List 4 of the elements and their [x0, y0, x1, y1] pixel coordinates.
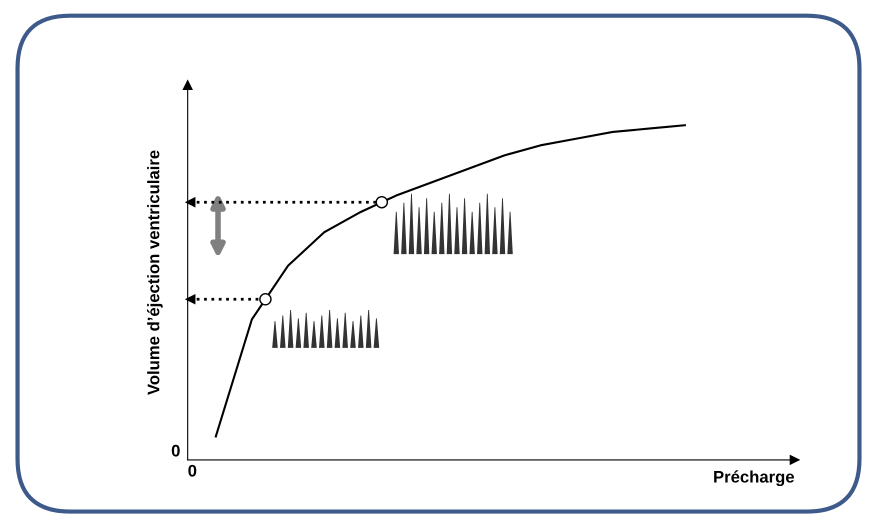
x-axis-title: Précharge — [714, 470, 794, 486]
text: 0 — [188, 464, 196, 477]
y-axis-title: Volume d’éjection ventriculaire — [146, 150, 163, 395]
text: 0 — [172, 444, 180, 457]
